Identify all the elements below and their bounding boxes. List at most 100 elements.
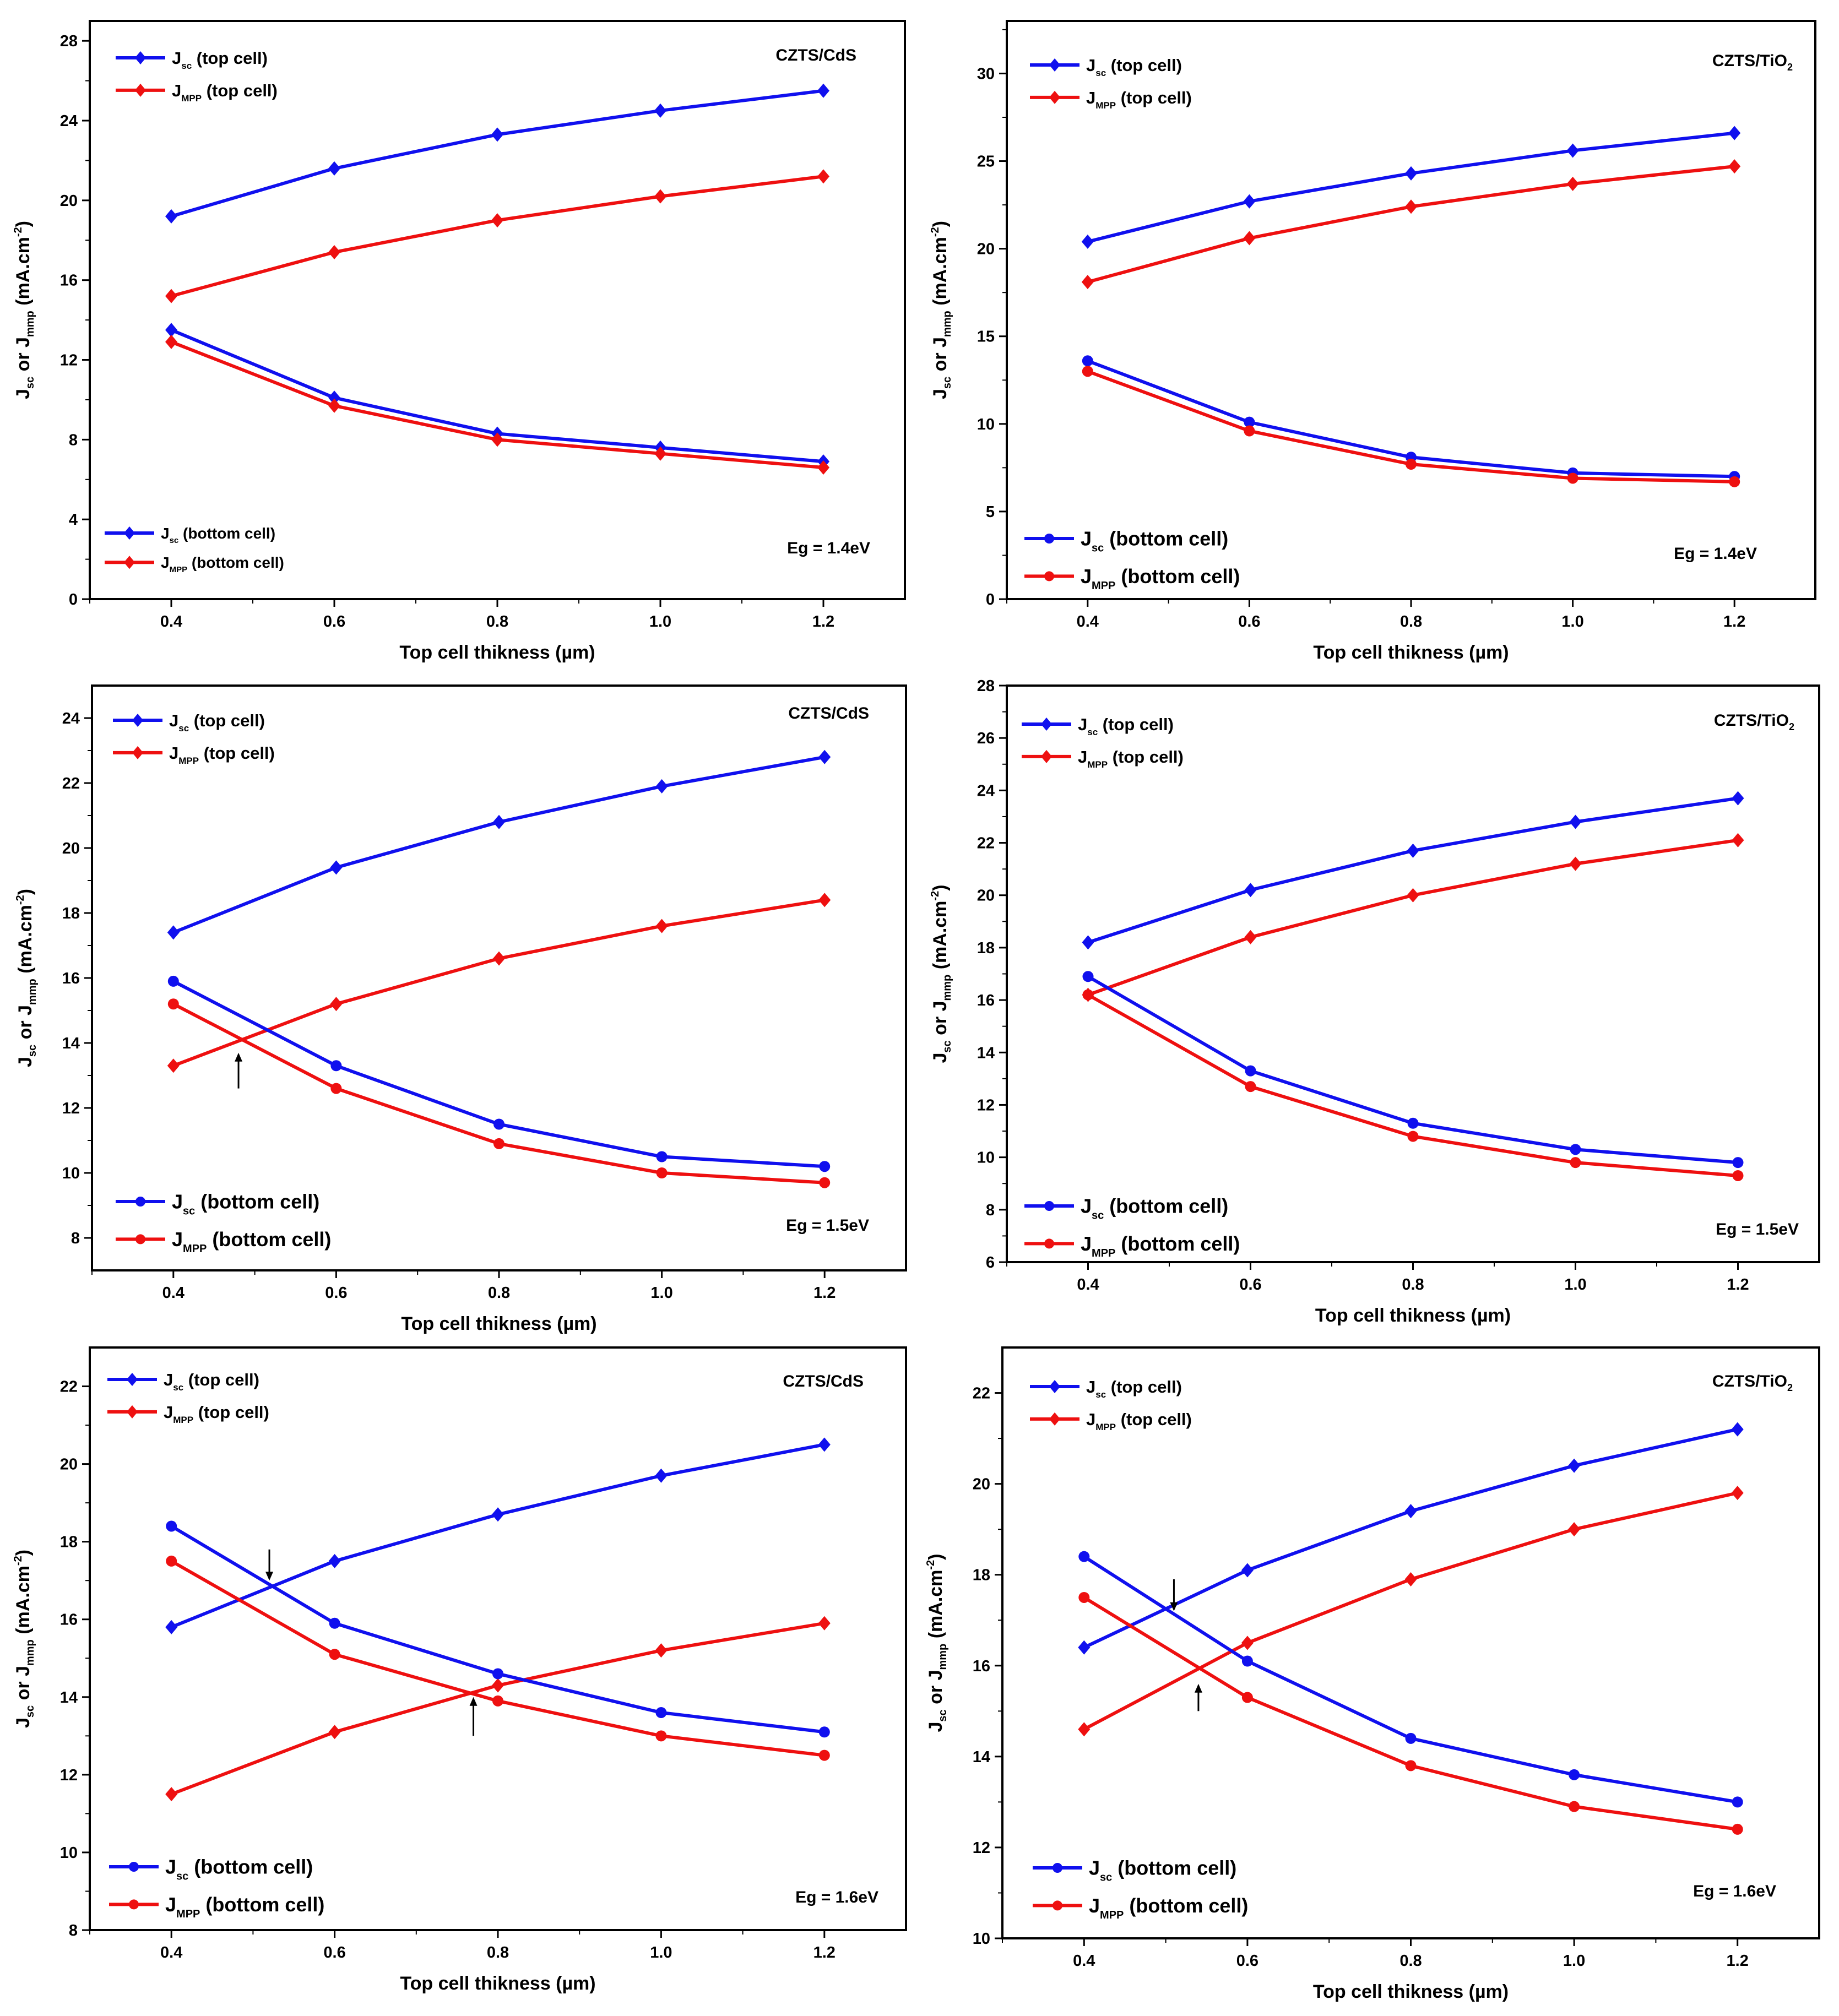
series-line [1087, 165, 1735, 284]
data-point [818, 893, 831, 908]
y-tick-label: 5 [986, 503, 995, 521]
y-tick-label: 8 [69, 431, 78, 449]
data-point [166, 1520, 177, 1532]
series-jsc-bottom-cell- [166, 1520, 830, 1738]
data-point [817, 460, 829, 475]
series-jsc-top-cell- [1082, 791, 1744, 950]
legend-marker [1053, 1900, 1062, 1911]
x-tick-label: 1.0 [649, 613, 671, 631]
y-tick-label: 25 [977, 153, 995, 171]
data-point [656, 1151, 668, 1162]
data-point [1569, 1769, 1580, 1780]
x-tick-label: 1.2 [813, 1284, 836, 1302]
bandgap-label: Eg = 1.4eV [1674, 545, 1757, 563]
y-tick-label: 20 [973, 1476, 990, 1493]
data-point [654, 103, 666, 118]
legend-entry: Jsc (top cell) [169, 711, 265, 733]
data-point [1732, 833, 1744, 847]
chart-panel-1: 0.4 0.6 0.8 1.0 1.2 0 4 8 12 16 20 24 28 Top cell thi… [12, 20, 906, 663]
data-point [167, 998, 179, 1010]
x-tick-label: 0.6 [323, 613, 345, 631]
data-point [1732, 1796, 1743, 1808]
data-point [818, 749, 831, 764]
data-point [1569, 856, 1582, 871]
x-axis-label: Top cell thikness (µm) [1313, 642, 1509, 663]
x-axis-label: Top cell thikness (µm) [1313, 1981, 1509, 2002]
y-tick-label: 20 [977, 241, 995, 258]
x-tick-label: 1.0 [650, 1284, 672, 1302]
series-jmpp-top-cell- [165, 1616, 831, 1802]
data-point [818, 1616, 831, 1631]
data-point [655, 779, 668, 794]
data-point [492, 1507, 504, 1522]
data-point [1407, 888, 1419, 903]
y-tick-label: 14 [62, 1035, 80, 1052]
x-tick-label: 1.2 [1723, 613, 1745, 631]
panel-title: CZTS/CdS [775, 46, 856, 64]
y-axis-label: Jsc or Jmmp (mA.cm-2) [14, 889, 39, 1067]
series-jmpp-bottom-cell- [1078, 1591, 1743, 1835]
data-point [1566, 143, 1579, 158]
data-point [655, 1643, 668, 1658]
x-axis-label: Top cell thikness (µm) [1315, 1305, 1511, 1326]
data-point [818, 1749, 830, 1761]
y-tick-label: 22 [60, 1378, 78, 1396]
series-jmpp-top-cell- [1081, 159, 1741, 290]
bandgap-label: Eg = 1.5eV [786, 1216, 869, 1235]
legend-entry: Jsc (bottom cell) [161, 525, 275, 545]
legend-entry: Jsc (top cell) [172, 48, 268, 71]
series-line [1083, 1491, 1738, 1731]
series-jmpp-top-cell- [167, 893, 831, 1073]
legend-top: Jsc (top cell) JMPP (top cell) [1022, 715, 1184, 770]
legend-entry: JMPP (top cell) [1086, 88, 1192, 111]
crossing-arrow-head [1194, 1683, 1202, 1693]
y-tick-label: 18 [973, 1567, 990, 1584]
data-point [1081, 275, 1094, 290]
bandgap-label: Eg = 1.6eV [795, 1888, 878, 1906]
data-point [493, 814, 505, 829]
x-tick-label: 0.4 [160, 1944, 182, 1961]
x-tick-label: 1.0 [1564, 1276, 1586, 1294]
data-point [656, 1167, 668, 1178]
data-point [1569, 814, 1582, 829]
data-point [1244, 930, 1257, 944]
data-point [819, 1161, 831, 1172]
chart-panel-5: 0.4 0.6 0.8 1.0 1.2 8 10 12 14 16 18 20 22 Top cell t… [12, 1346, 907, 1994]
plot-frame [1006, 20, 1816, 600]
crossing-arrow-head [469, 1697, 478, 1706]
data-point [1082, 989, 1094, 1001]
crossing-arrow-head [265, 1572, 274, 1581]
data-point [165, 323, 177, 338]
x-tick-label: 0.6 [1236, 1952, 1258, 1970]
series-jsc-bottom-cell- [165, 323, 829, 469]
data-point [167, 1058, 180, 1073]
x-tick-label: 1.0 [1563, 1952, 1585, 1970]
data-point [491, 213, 503, 228]
data-point [818, 1437, 831, 1452]
series-line [170, 340, 824, 470]
x-tick-label: 0.8 [1402, 1276, 1424, 1294]
y-tick-label: 30 [977, 65, 995, 83]
legend-marker [1041, 718, 1052, 731]
data-point [329, 1649, 340, 1660]
data-point [165, 1787, 178, 1802]
y-tick-label: 8 [986, 1202, 995, 1219]
data-point [1404, 1504, 1417, 1519]
data-point [655, 919, 668, 933]
data-point [1243, 194, 1256, 209]
data-point [655, 1468, 668, 1483]
legend-marker [132, 746, 143, 759]
series-jmpp-bottom-cell- [166, 1555, 830, 1761]
legend-marker [1044, 1201, 1054, 1211]
legend-entry: Jsc (top cell) [164, 1370, 259, 1393]
series-line [170, 1559, 825, 1757]
y-tick-label: 20 [60, 1456, 78, 1474]
data-point [1568, 1458, 1581, 1473]
series-jsc-bottom-cell- [1078, 1551, 1743, 1808]
legend-marker [124, 556, 135, 569]
panel-title: CZTS/TiO2 [1712, 52, 1793, 73]
plot-frame [1006, 684, 1820, 1263]
series-line [1087, 993, 1738, 1177]
legend-bottom: Jsc (bottom cell) JMPP (bottom cell) [1024, 528, 1240, 592]
y-tick-label: 22 [977, 835, 995, 852]
